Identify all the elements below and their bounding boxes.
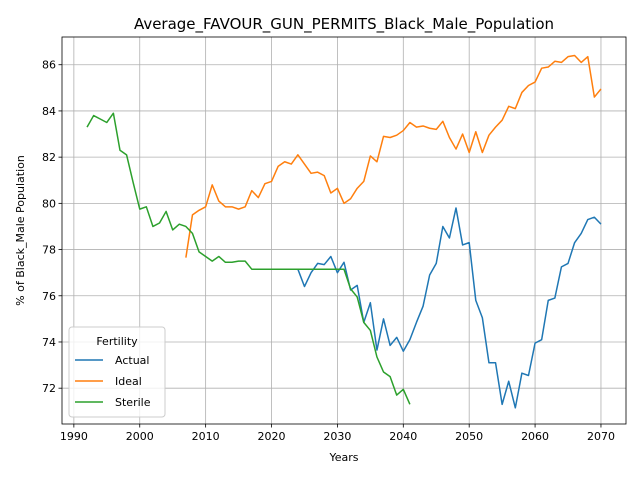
y-tick-label: 80 [42,197,56,210]
y-tick-label: 76 [42,290,56,303]
legend-items: Actual Ideal Sterile [75,354,151,409]
legend: Fertility Actual Ideal Sterile [68,326,166,418]
series-lines [86,54,602,409]
x-tick-label: 2010 [192,430,220,443]
x-tick-label: 2040 [389,430,417,443]
x-tick-label: 2030 [323,430,351,443]
x-tick-label: 2070 [587,430,615,443]
y-axis-label: % of Black_Male Population [14,155,27,306]
legend-box [68,326,166,418]
x-tick-label: 2000 [126,430,154,443]
y-tick-label: 86 [42,59,56,72]
legend-label-sterile: Sterile [115,396,151,409]
x-axis-ticks: 1990 2000 2010 2020 2030 2040 2050 2060 2070 [60,424,615,443]
x-axis-label: Years [328,451,358,464]
y-tick-label: 82 [42,151,56,164]
x-tick-label: 2050 [455,430,483,443]
legend-label-ideal: Ideal [115,375,142,388]
x-tick-label: 1990 [60,430,88,443]
series-line-sterile [86,112,411,405]
legend-title: Fertility [96,335,138,348]
plot-frame [61,36,627,425]
series-line-ideal [185,54,602,258]
legend-label-actual: Actual [115,354,149,367]
y-tick-label: 72 [42,382,56,395]
y-axis-ticks: 72 74 76 78 80 82 84 86 [42,59,62,395]
x-tick-label: 2060 [521,430,549,443]
x-tick-label: 2020 [258,430,286,443]
y-tick-label: 74 [42,336,56,349]
y-tick-label: 84 [42,105,56,118]
chart-title: Average_FAVOUR_GUN_PERMITS_Black_Male_Po… [134,15,554,34]
y-tick-label: 78 [42,244,56,257]
